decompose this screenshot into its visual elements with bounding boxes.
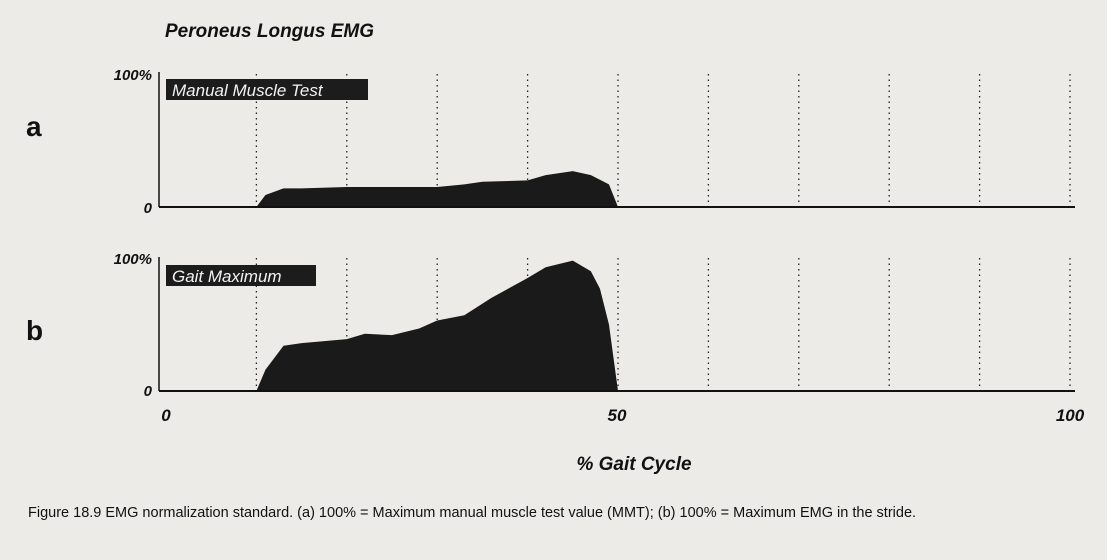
emg-figure: Peroneus Longus EMG a 100% 0 Manual Musc…: [26, 21, 1085, 475]
label-box-text-b: Gait Maximum: [172, 267, 282, 286]
emg-area-b: [166, 260, 1070, 391]
x-tick-100: 100: [1056, 406, 1085, 425]
chart-title: Peroneus Longus EMG: [165, 21, 374, 42]
emg-area-a: [166, 171, 1070, 207]
panel-a: a 100% 0 Manual Muscle Test: [26, 67, 1075, 217]
y-tick-max-b: 100%: [114, 251, 152, 268]
label-box-b: [166, 265, 316, 286]
y-tick-max-a: 100%: [114, 67, 152, 84]
x-axis-label: % Gait Cycle: [576, 454, 692, 475]
panel-letter-b: b: [26, 315, 43, 346]
y-tick-zero-a: 0: [144, 200, 153, 217]
x-tick-50: 50: [608, 406, 627, 425]
y-tick-zero-b: 0: [144, 383, 153, 400]
figure-caption: Figure 18.9 EMG normalization standard. …: [28, 505, 917, 521]
label-box-text-a: Manual Muscle Test: [172, 81, 324, 100]
panel-letter-a: a: [26, 111, 42, 142]
panel-b: b 100% 0 Gait Maximum: [26, 251, 1075, 400]
label-box-a: [166, 79, 368, 100]
x-tick-0: 0: [161, 406, 171, 425]
